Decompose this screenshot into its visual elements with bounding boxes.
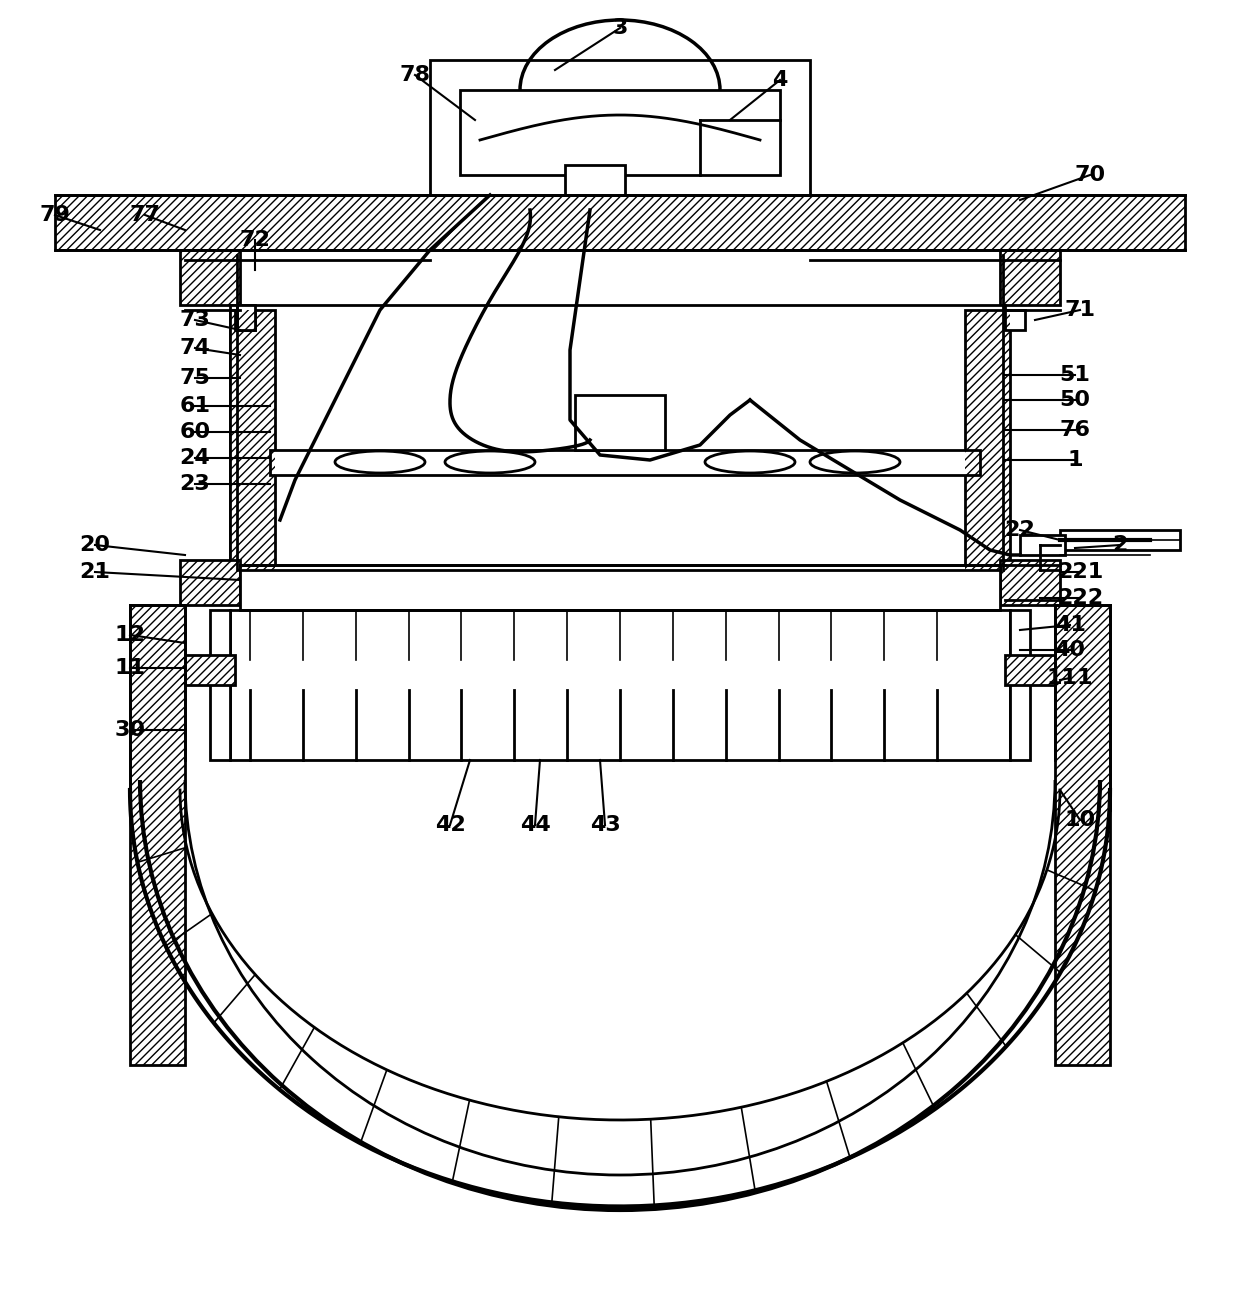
Text: 23: 23 <box>180 474 211 494</box>
Text: 78: 78 <box>399 65 430 85</box>
Ellipse shape <box>706 451 795 473</box>
Text: 4: 4 <box>773 70 787 90</box>
Bar <box>236 310 255 330</box>
Bar <box>241 565 999 611</box>
Text: 75: 75 <box>180 368 211 389</box>
Text: 20: 20 <box>79 534 110 555</box>
Text: 221: 221 <box>1056 562 1104 582</box>
Bar <box>999 560 1060 605</box>
Text: 41: 41 <box>1054 615 1085 635</box>
Ellipse shape <box>810 451 900 473</box>
Bar <box>1004 655 1060 686</box>
Text: 74: 74 <box>180 338 211 358</box>
Bar <box>210 611 229 760</box>
Text: 40: 40 <box>1054 640 1085 660</box>
Bar <box>180 655 236 686</box>
Text: 51: 51 <box>1059 365 1090 385</box>
Text: 24: 24 <box>180 448 211 469</box>
Text: 79: 79 <box>40 205 71 225</box>
Bar <box>1004 655 1060 686</box>
Bar <box>965 310 1011 571</box>
Bar <box>229 611 1011 760</box>
Text: 12: 12 <box>114 625 145 646</box>
Text: 30: 30 <box>114 720 145 740</box>
Bar <box>1055 605 1110 1065</box>
Bar <box>237 305 255 330</box>
Text: 70: 70 <box>1074 165 1106 185</box>
Bar <box>130 605 185 1065</box>
Text: 42: 42 <box>435 815 465 835</box>
Bar <box>999 560 1060 605</box>
Bar <box>565 165 625 195</box>
Text: 2: 2 <box>1112 534 1127 555</box>
Bar <box>430 59 810 195</box>
Bar <box>229 305 1004 574</box>
Text: 1: 1 <box>1068 451 1083 470</box>
Bar <box>229 310 275 571</box>
Bar <box>460 90 780 176</box>
Text: 111: 111 <box>1047 667 1094 688</box>
Bar <box>1060 531 1180 550</box>
Bar <box>55 195 1185 250</box>
Text: 21: 21 <box>79 562 110 582</box>
Bar <box>1011 611 1030 760</box>
Bar <box>575 395 665 451</box>
Text: 44: 44 <box>520 815 551 835</box>
Bar <box>180 655 236 686</box>
Bar <box>999 250 1060 305</box>
Bar <box>999 250 1060 305</box>
Text: 50: 50 <box>1059 390 1090 411</box>
Text: 10: 10 <box>1064 809 1096 830</box>
Bar <box>180 250 241 305</box>
Text: 60: 60 <box>180 422 211 442</box>
Text: 11: 11 <box>114 658 145 678</box>
Text: 72: 72 <box>239 230 270 250</box>
Bar <box>270 451 980 475</box>
Bar <box>1004 310 1025 330</box>
Text: 76: 76 <box>1059 420 1090 440</box>
Bar <box>229 310 275 571</box>
Text: 61: 61 <box>180 396 211 416</box>
Text: 22: 22 <box>1004 520 1035 540</box>
Bar <box>1055 605 1110 1065</box>
Bar <box>130 605 185 1065</box>
Bar <box>1021 534 1065 555</box>
Ellipse shape <box>335 451 425 473</box>
Text: 3: 3 <box>613 18 627 37</box>
Text: 71: 71 <box>1064 300 1095 320</box>
Text: 77: 77 <box>129 205 160 225</box>
Text: 73: 73 <box>180 310 211 330</box>
Ellipse shape <box>445 451 534 473</box>
Bar <box>55 195 1185 250</box>
Bar <box>180 560 241 605</box>
Bar <box>180 250 241 305</box>
Bar <box>229 660 1011 689</box>
Bar <box>180 560 241 605</box>
Text: 43: 43 <box>590 815 620 835</box>
Text: 222: 222 <box>1056 587 1104 608</box>
Bar <box>965 310 1011 571</box>
